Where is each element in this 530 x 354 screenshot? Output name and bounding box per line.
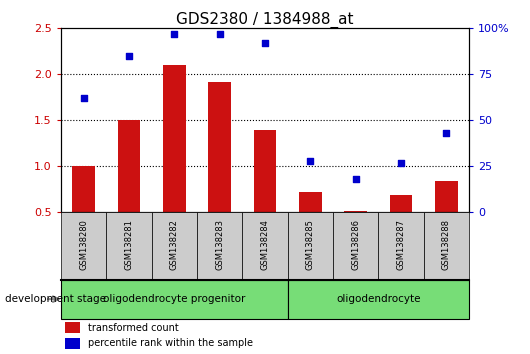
Text: oligodendrocyte: oligodendrocyte (336, 294, 421, 304)
Bar (152, 212, 197, 280)
Bar (65, 338, 80, 349)
Bar (61, 280, 288, 319)
Point (306, 158, 315, 164)
Point (261, 40, 269, 46)
Point (80, 96, 88, 101)
Text: GSM138285: GSM138285 (306, 219, 315, 270)
Bar (423, 212, 469, 280)
Bar (254, 130, 276, 212)
Text: transformed count: transformed count (88, 322, 179, 332)
Bar (288, 212, 333, 280)
Bar (333, 212, 378, 280)
Bar (344, 211, 367, 212)
Text: GSM138282: GSM138282 (170, 219, 179, 270)
Bar (288, 280, 469, 319)
Bar (61, 212, 107, 280)
Bar (163, 65, 186, 212)
Point (351, 176, 360, 182)
Point (215, 31, 224, 37)
Bar (197, 212, 242, 280)
Text: development stage: development stage (5, 294, 107, 304)
Bar (378, 212, 423, 280)
Bar (299, 192, 322, 212)
Bar (242, 212, 288, 280)
Bar (118, 120, 140, 212)
Text: GSM138281: GSM138281 (125, 219, 134, 270)
Bar (435, 181, 458, 212)
Point (397, 160, 405, 166)
Bar (208, 82, 231, 212)
Text: GSM138280: GSM138280 (79, 219, 88, 270)
Point (170, 31, 179, 37)
Bar (107, 212, 152, 280)
Text: GSM138286: GSM138286 (351, 219, 360, 270)
Point (125, 53, 133, 59)
Point (442, 130, 450, 136)
Text: percentile rank within the sample: percentile rank within the sample (88, 338, 253, 348)
Text: oligodendrocyte progenitor: oligodendrocyte progenitor (103, 294, 245, 304)
Title: GDS2380 / 1384988_at: GDS2380 / 1384988_at (176, 12, 354, 28)
Text: GSM138288: GSM138288 (442, 219, 451, 270)
Bar (390, 195, 412, 212)
Text: GSM138287: GSM138287 (396, 219, 405, 270)
Text: GSM138283: GSM138283 (215, 219, 224, 270)
Bar (72, 166, 95, 212)
Text: GSM138284: GSM138284 (261, 219, 269, 270)
Bar (65, 322, 80, 333)
